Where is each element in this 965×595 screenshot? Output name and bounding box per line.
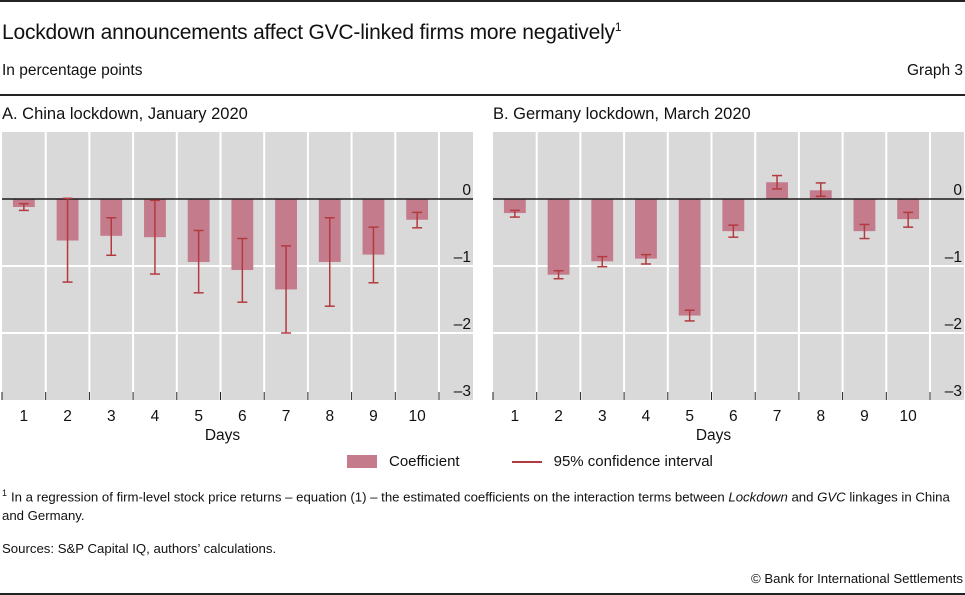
- coefficient-bar: [635, 199, 657, 259]
- x-tick-label: 6: [238, 408, 247, 425]
- y-tick-label: 0: [953, 182, 962, 199]
- panel-b: 0 –1 –2 –3 1 2 3 4 5 6 7 8 9 10 Days: [492, 132, 964, 444]
- x-tick-label: 5: [194, 408, 203, 425]
- chart-canvas: 0 –1 –2 –3 1 2 3 4 5 6 7 8 9 10 Days 0 –1 –2 –3 1 2 3 4 5 6 7 8 9 10…: [1, 132, 964, 444]
- sources: Sources: S&P Capital IQ, authors’ calcul…: [2, 541, 277, 556]
- y-tick-label: –1: [945, 249, 962, 266]
- confidence-interval: [106, 217, 117, 257]
- coefficient-bar: [503, 199, 526, 214]
- legend: Coefficient 95% confidence interval: [347, 453, 713, 470]
- confidence-interval: [684, 309, 695, 322]
- confidence-interval: [640, 253, 651, 265]
- x-tick-label: 7: [282, 408, 291, 425]
- chart-title: Lockdown announcements affect GVC-linked…: [2, 20, 622, 44]
- confidence-interval: [237, 237, 248, 303]
- coefficient-bar: [231, 199, 254, 271]
- confidence-interval: [149, 199, 160, 275]
- footnote-italic-1: Lockdown: [728, 489, 788, 505]
- x-tick-label: 7: [773, 408, 782, 425]
- y-tick-label: 0: [462, 182, 471, 199]
- x-tick-label: 8: [325, 408, 334, 425]
- coefficient-bar: [722, 199, 745, 232]
- confidence-interval: [324, 217, 335, 307]
- y-tick-label: –2: [454, 316, 471, 333]
- coefficient-bar: [766, 182, 788, 199]
- footnote-italic-2: GVC: [817, 489, 846, 505]
- confidence-interval: [412, 211, 423, 229]
- legend-coefficient-swatch: [347, 455, 377, 468]
- panel-a: 0 –1 –2 –3 1 2 3 4 5 6 7 8 9 10 Days: [1, 132, 473, 444]
- y-tick-label: –2: [945, 316, 962, 333]
- confidence-interval: [815, 182, 826, 198]
- x-tick-label: 1: [20, 408, 29, 425]
- x-tick-label: 2: [63, 408, 72, 425]
- confidence-interval: [553, 269, 564, 280]
- y-tick-label: –1: [454, 249, 471, 266]
- x-tick-label: 1: [511, 408, 520, 425]
- confidence-interval: [597, 255, 608, 268]
- coefficient-bar: [897, 199, 920, 220]
- x-tick-label: 2: [554, 408, 563, 425]
- coefficient-bar: [547, 199, 570, 275]
- y-tick-label: –3: [945, 383, 962, 400]
- top-rule: [0, 0, 965, 2]
- title-footnote-mark: 1: [614, 20, 622, 34]
- panel-b-title: B. Germany lockdown, March 2020: [493, 105, 751, 123]
- copyright: © Bank for International Settlements: [750, 571, 963, 586]
- x-axis-label: Days: [205, 427, 241, 444]
- bottom-rule: [0, 593, 965, 595]
- coefficient-bar: [406, 199, 429, 220]
- panel-a-title: A. China lockdown, January 2020: [2, 105, 248, 123]
- legend-ci-label: 95% confidence interval: [553, 453, 713, 470]
- legend-coefficient-label: Coefficient: [389, 453, 460, 470]
- footnote: 1 In a regression of firm-level stock pri…: [2, 484, 962, 525]
- chart-subtitle: In percentage points: [2, 62, 143, 79]
- x-tick-label: 8: [816, 408, 825, 425]
- x-tick-label: 10: [409, 408, 427, 425]
- confidence-interval: [772, 174, 783, 190]
- confidence-interval: [281, 245, 292, 334]
- footnote-text-2: and: [787, 489, 818, 505]
- confidence-interval: [193, 229, 204, 294]
- header-rule: [0, 94, 965, 96]
- coefficient-bar: [591, 199, 614, 262]
- confidence-interval: [509, 209, 520, 218]
- x-tick-label: 3: [107, 408, 116, 425]
- confidence-interval: [859, 223, 870, 240]
- footnote-mark: 1: [2, 488, 8, 498]
- footnote-text-1: In a regression of firm-level stock pric…: [11, 489, 729, 505]
- x-tick-label: 5: [685, 408, 694, 425]
- x-tick-label: 10: [900, 408, 918, 425]
- x-axis-label: Days: [696, 427, 732, 444]
- x-tick-label: 4: [642, 408, 651, 425]
- confidence-interval: [368, 226, 379, 284]
- confidence-interval: [728, 224, 739, 238]
- confidence-interval: [62, 197, 73, 283]
- graph-number: Graph 3: [906, 62, 963, 79]
- x-tick-label: 9: [369, 408, 378, 425]
- footnote-text-3: linkages in China and Germany.: [2, 489, 950, 524]
- confidence-interval: [903, 211, 914, 228]
- y-tick-label: –3: [454, 383, 471, 400]
- x-tick-label: 6: [729, 408, 738, 425]
- coefficient-bar: [853, 199, 876, 232]
- confidence-interval: [18, 202, 29, 212]
- legend-ci-line: [511, 460, 542, 463]
- x-tick-label: 3: [598, 408, 607, 425]
- x-tick-label: 9: [860, 408, 869, 425]
- coefficient-bar: [275, 199, 297, 290]
- x-tick-label: 4: [151, 408, 160, 425]
- coefficient-bar: [678, 199, 701, 316]
